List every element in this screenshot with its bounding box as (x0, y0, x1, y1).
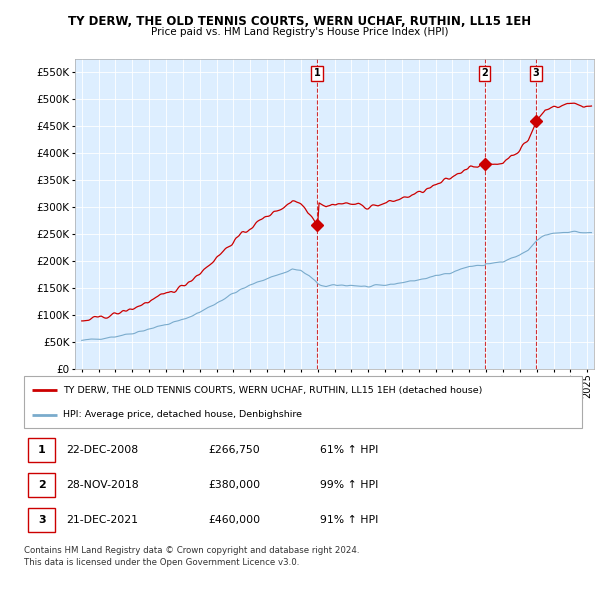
Text: £380,000: £380,000 (208, 480, 260, 490)
Text: 3: 3 (38, 515, 46, 525)
Text: This data is licensed under the Open Government Licence v3.0.: This data is licensed under the Open Gov… (24, 558, 299, 566)
Text: 28-NOV-2018: 28-NOV-2018 (66, 480, 139, 490)
FancyBboxPatch shape (28, 438, 55, 463)
Text: 99% ↑ HPI: 99% ↑ HPI (320, 480, 378, 490)
FancyBboxPatch shape (28, 508, 55, 532)
Text: 21-DEC-2021: 21-DEC-2021 (66, 515, 138, 525)
Text: 1: 1 (314, 68, 320, 78)
FancyBboxPatch shape (28, 473, 55, 497)
Text: £460,000: £460,000 (208, 515, 260, 525)
Text: Contains HM Land Registry data © Crown copyright and database right 2024.: Contains HM Land Registry data © Crown c… (24, 546, 359, 555)
Text: 2: 2 (38, 480, 46, 490)
Text: HPI: Average price, detached house, Denbighshire: HPI: Average price, detached house, Denb… (63, 410, 302, 419)
Text: £266,750: £266,750 (208, 445, 260, 455)
FancyBboxPatch shape (24, 376, 582, 428)
Text: 91% ↑ HPI: 91% ↑ HPI (320, 515, 378, 525)
Text: 1: 1 (38, 445, 46, 455)
Text: 61% ↑ HPI: 61% ↑ HPI (320, 445, 378, 455)
Text: 22-DEC-2008: 22-DEC-2008 (66, 445, 138, 455)
Text: 3: 3 (533, 68, 539, 78)
Text: 2: 2 (481, 68, 488, 78)
Text: TY DERW, THE OLD TENNIS COURTS, WERN UCHAF, RUTHIN, LL15 1EH: TY DERW, THE OLD TENNIS COURTS, WERN UCH… (68, 15, 532, 28)
Text: Price paid vs. HM Land Registry's House Price Index (HPI): Price paid vs. HM Land Registry's House … (151, 27, 449, 37)
Text: TY DERW, THE OLD TENNIS COURTS, WERN UCHAF, RUTHIN, LL15 1EH (detached house): TY DERW, THE OLD TENNIS COURTS, WERN UCH… (63, 386, 482, 395)
